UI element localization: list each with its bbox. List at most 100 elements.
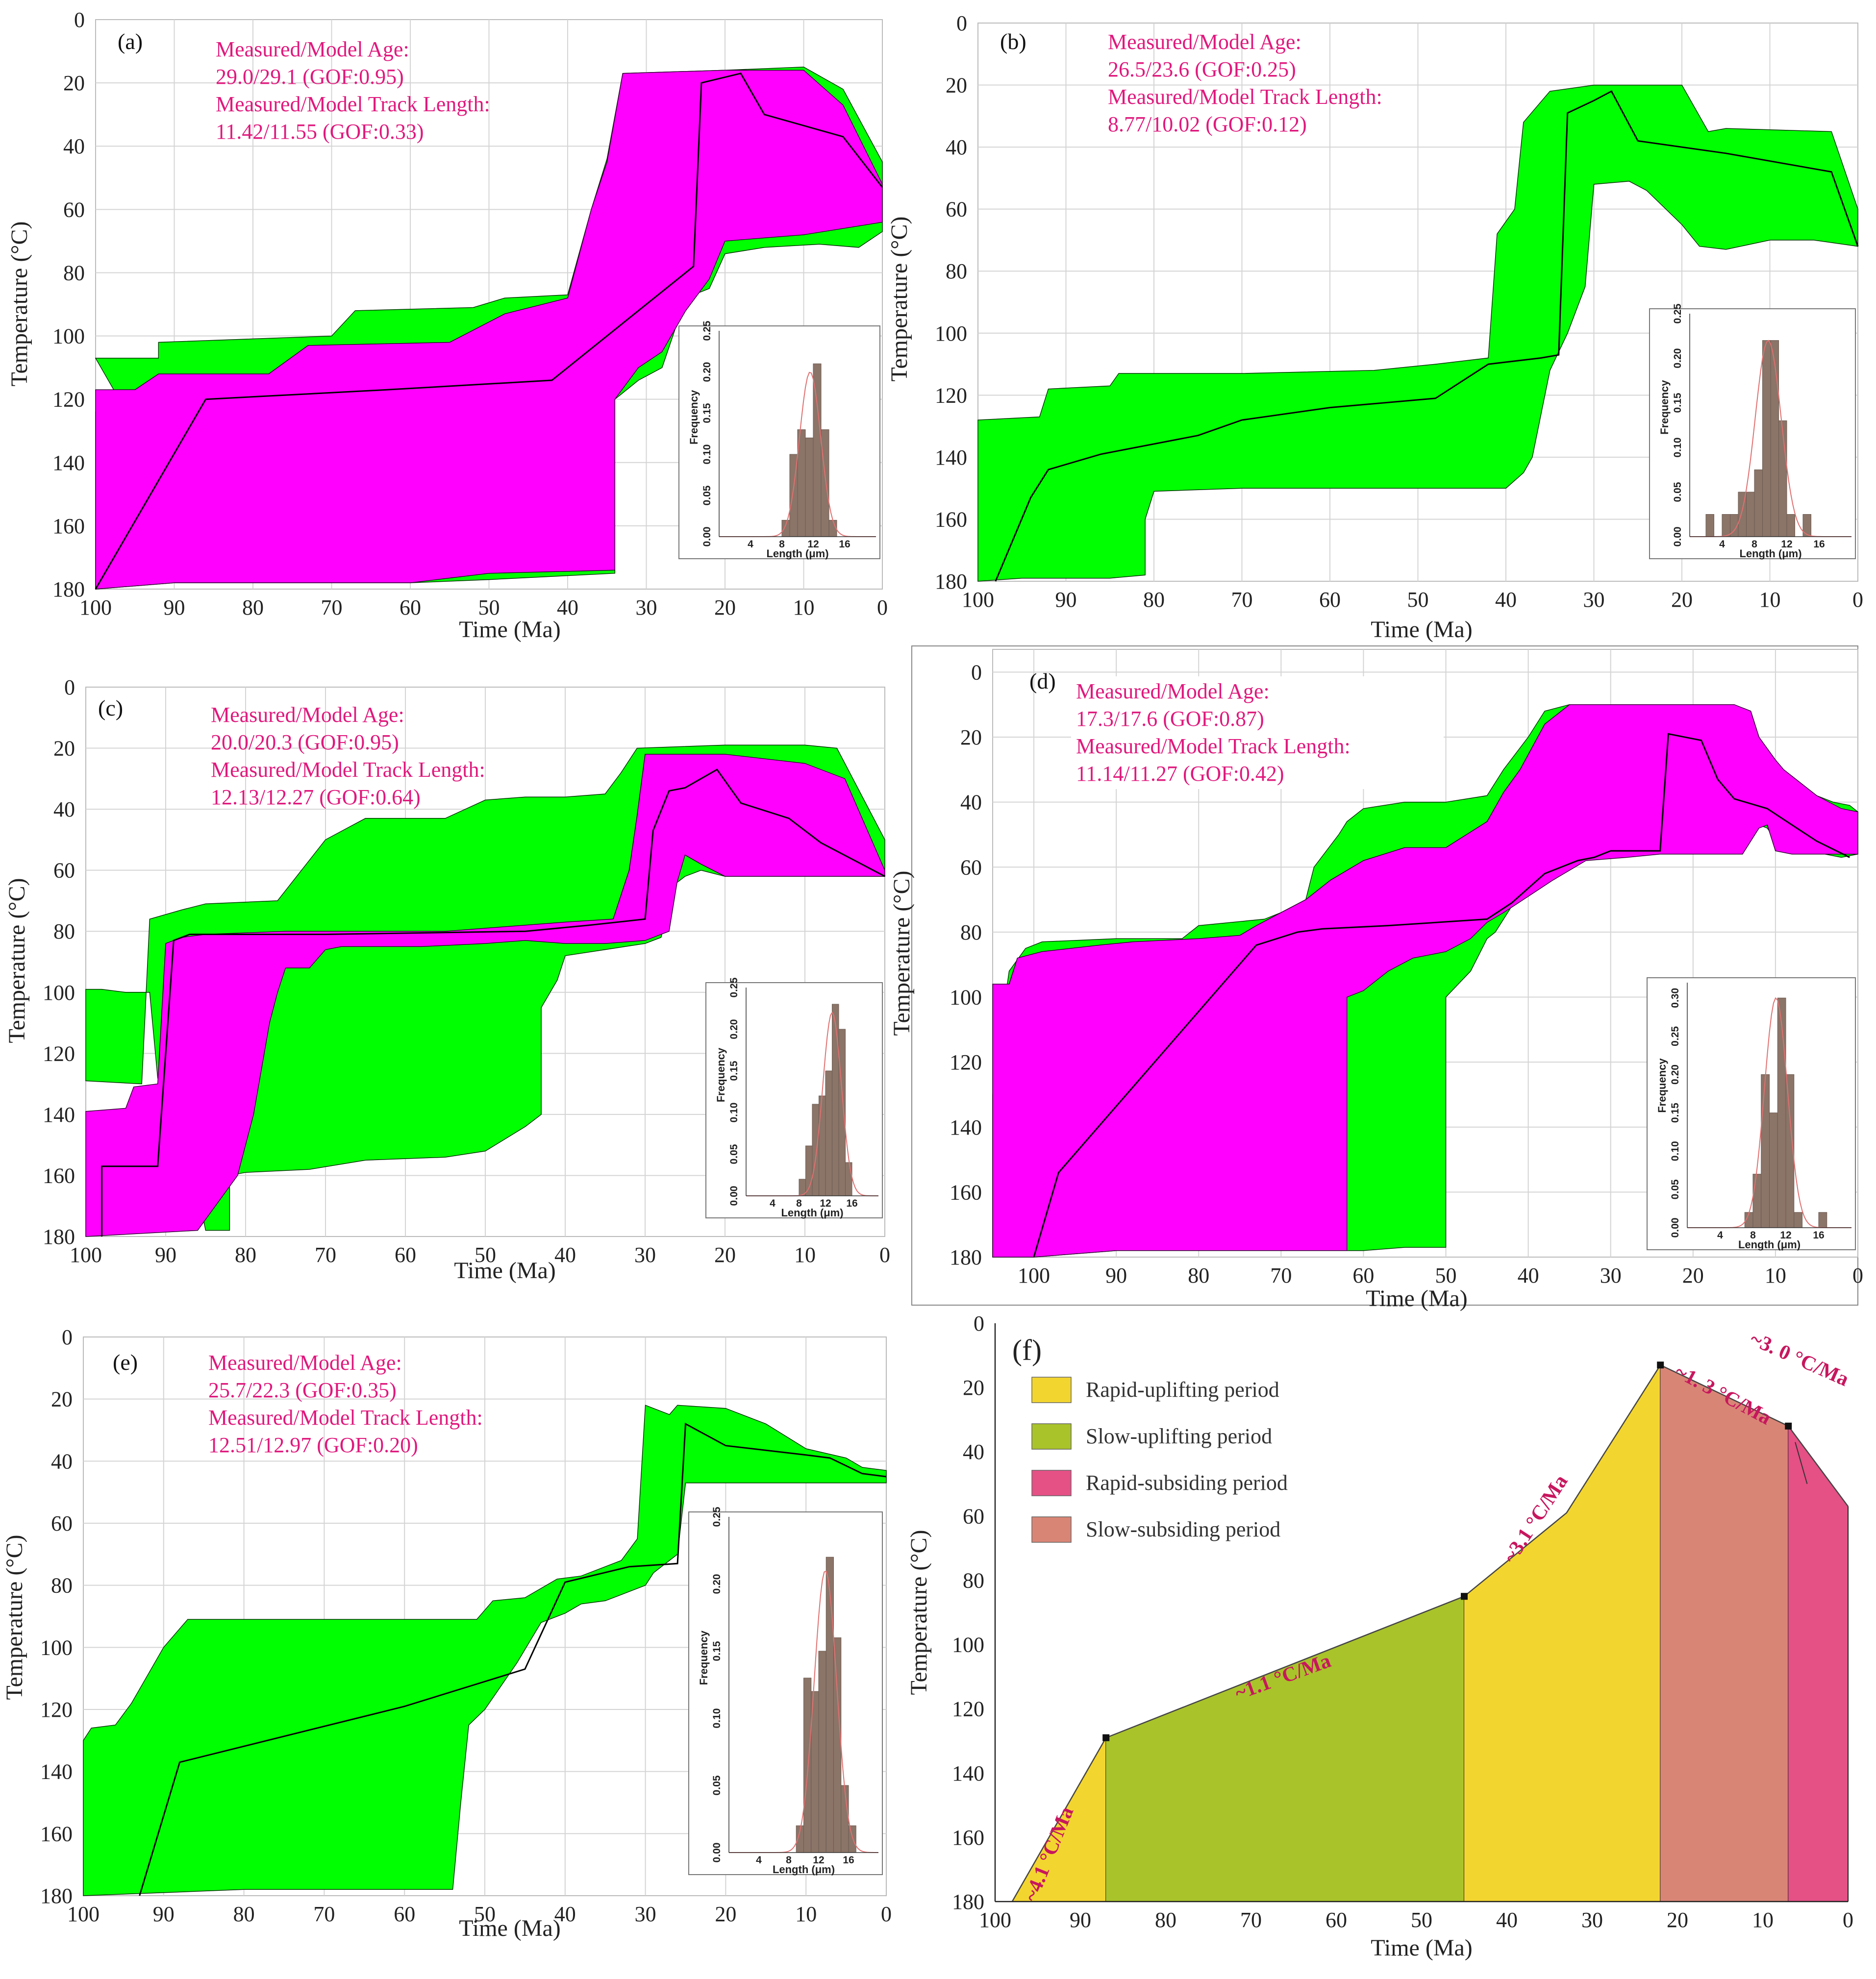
x-tick-label: 80 [1143, 588, 1165, 612]
good-envelope [992, 704, 1858, 1258]
y-tick-label: 60 [53, 859, 75, 883]
best-fit-path [101, 768, 885, 1237]
histogram-bar [845, 1162, 852, 1196]
x-tick-label: 90 [153, 1902, 175, 1926]
histogram-bar [1786, 514, 1795, 537]
y-tick-label: 0 [971, 660, 982, 684]
x-tick-label: 10 [795, 1902, 817, 1926]
y-tick-label: 40 [51, 1449, 73, 1473]
y-tick-label: 120 [52, 388, 85, 412]
panel-label: (a) [118, 29, 143, 54]
y-tick-label: 140 [935, 445, 967, 470]
y-tick-label: 0 [74, 8, 85, 32]
y-tick-label: 120 [950, 1050, 982, 1074]
inset-x-title: Length (μm) [1738, 1238, 1801, 1251]
x-tick-label: 80 [1188, 1263, 1209, 1287]
x-tick-label: 40 [554, 1902, 576, 1926]
histogram-bar [1794, 1212, 1802, 1228]
y-tick-label: 40 [960, 791, 982, 815]
inset-y-tick: 0.10 [711, 1708, 723, 1729]
legend-swatch [1031, 1516, 1072, 1543]
y-tick-label: 140 [40, 1760, 73, 1784]
histogram-bar [825, 1557, 834, 1853]
inset-x-tick: 12 [820, 1198, 831, 1209]
histogram-bar [1754, 470, 1763, 537]
x-tick-label: 10 [1752, 1908, 1774, 1932]
x-tick-label: 0 [877, 595, 888, 619]
inset-frame [678, 325, 880, 559]
x-axis-title: Time (Ma) [1371, 1935, 1473, 1961]
annotation-age-label: Measured/Model Age: [211, 703, 404, 727]
x-tick-label: 50 [474, 1902, 496, 1926]
inset-y-tick: 0.05 [728, 1144, 740, 1164]
inset-y-tick: 0.15 [1670, 1103, 1681, 1123]
breakpoint-marker [1461, 1593, 1468, 1600]
x-tick-label: 40 [554, 1243, 576, 1267]
legend-label: Slow-uplifting period [1086, 1424, 1272, 1448]
x-tick-label: 20 [1667, 1908, 1688, 1932]
inset-x-tick: 12 [1781, 539, 1792, 550]
y-tick-label: 140 [950, 1115, 982, 1139]
inset-y-tick: 0.05 [1672, 482, 1683, 502]
annotation-age-label: Measured/Model Age: [216, 37, 409, 61]
inset-y-tick: 0.25 [711, 1507, 723, 1527]
x-tick-label: 50 [478, 595, 500, 619]
annotation-length-label: Measured/Model Track Length: [208, 1406, 483, 1430]
inset-y-tick: 0.10 [701, 445, 713, 465]
x-tick-label: 0 [1843, 1908, 1853, 1932]
y-tick-label: 140 [43, 1103, 75, 1127]
inset-y-tick: 0.10 [1672, 438, 1683, 458]
inset-y-tick: 0.20 [1670, 1064, 1681, 1085]
x-axis-title: Time (Ma) [459, 1915, 561, 1941]
x-axis-title: Time (Ma) [454, 1258, 556, 1284]
histogram-bar [1722, 514, 1730, 537]
histogram-bar [1761, 1074, 1770, 1228]
inset-y-tick: 0.20 [1672, 348, 1683, 369]
rate-label: ~3. 0 °C/Ma [1747, 1328, 1852, 1391]
inset-x-tick: 8 [779, 539, 785, 550]
inset-y-tick: 0.30 [1670, 988, 1681, 1008]
x-tick-label: 60 [395, 1243, 416, 1267]
x-tick-label: 80 [1155, 1908, 1176, 1932]
inset-y-title: Frequency [1658, 380, 1671, 435]
x-tick-label: 90 [155, 1243, 176, 1267]
legend-swatch [1031, 1470, 1072, 1496]
annotation-length-label: Measured/Model Track Length: [211, 758, 485, 782]
histogram-bar [1818, 1212, 1827, 1228]
inset-x-tick: 12 [1780, 1230, 1791, 1241]
y-tick-label: 0 [62, 1325, 73, 1349]
inset-x-tick: 4 [770, 1198, 775, 1209]
x-tick-label: 0 [879, 1243, 890, 1267]
inset-x-tick: 12 [813, 1855, 824, 1866]
inset-y-tick: 0.20 [701, 362, 713, 382]
x-tick-label: 10 [794, 1243, 816, 1267]
inset-y-title: Frequency [715, 1047, 727, 1102]
y-tick-label: 40 [946, 135, 967, 159]
y-tick-label: 0 [974, 1311, 984, 1336]
x-tick-label: 40 [1495, 588, 1517, 612]
y-axis-title: Temperature (°C) [1, 1534, 27, 1700]
y-tick-label: 80 [963, 1568, 984, 1592]
annotation-age-value: 17.3/17.6 (GOF:0.87) [1076, 707, 1264, 731]
inset-y-tick: 0.00 [728, 1186, 740, 1206]
y-tick-label: 100 [43, 981, 75, 1005]
period-segment [1660, 1365, 1789, 1902]
x-tick-label: 0 [881, 1902, 892, 1926]
y-axis-title: Temperature (°C) [4, 878, 30, 1043]
annotation-age-value: 25.7/22.3 (GOF:0.35) [208, 1378, 397, 1402]
histogram-bar [781, 519, 790, 537]
good-envelope [85, 754, 885, 1237]
x-tick-label: 70 [1231, 588, 1253, 612]
y-tick-label: 140 [952, 1761, 984, 1785]
histogram-bar [818, 1651, 826, 1853]
inset-y-tick: 0.15 [711, 1641, 723, 1661]
inset-x-title: Length (μm) [766, 547, 828, 560]
x-tick-label: 100 [79, 595, 112, 619]
panel-label: (d) [1029, 668, 1056, 693]
inset-x-tick: 16 [839, 539, 850, 550]
y-tick-label: 40 [963, 1440, 984, 1464]
inset-y-tick: 0.25 [1672, 303, 1683, 323]
x-tick-label: 80 [233, 1902, 255, 1926]
y-tick-label: 20 [960, 725, 982, 749]
